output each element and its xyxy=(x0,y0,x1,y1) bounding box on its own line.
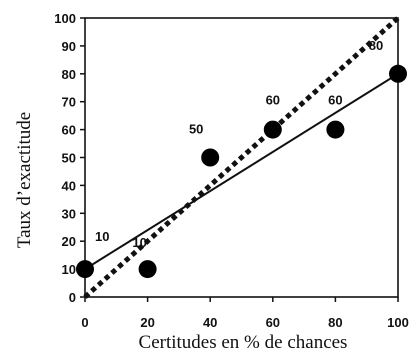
diagonal-dotted-line xyxy=(83,16,400,299)
y-tick-label: 10 xyxy=(62,262,76,277)
y-tick-label: 70 xyxy=(62,95,76,110)
x-tick-label: 60 xyxy=(266,315,280,330)
data-label: 80 xyxy=(369,38,383,53)
data-label: 60 xyxy=(328,93,342,108)
y-tick-label: 100 xyxy=(54,11,76,26)
x-tick-label: 100 xyxy=(387,315,409,330)
data-point xyxy=(138,260,157,279)
x-tick-label: 40 xyxy=(203,315,217,330)
y-tick-label: 90 xyxy=(62,39,76,54)
data-point xyxy=(76,260,94,279)
y-tick-label: 30 xyxy=(62,206,76,221)
x-tick-label: 80 xyxy=(328,315,342,330)
data-label: 10 xyxy=(132,235,146,250)
data-point xyxy=(201,148,220,167)
y-tick-label: 40 xyxy=(62,178,76,193)
data-label: 60 xyxy=(266,93,280,108)
y-tick-label: 20 xyxy=(62,234,76,249)
y-tick-label: 80 xyxy=(62,67,76,82)
x-axis-title: Certitudes en % de chances xyxy=(139,332,348,353)
y-tick-label: 0 xyxy=(69,290,76,305)
y-axis-title: Taux d’exactitude xyxy=(14,112,35,248)
plot-area: 0 10 20 30 40 50 60 70 80 90 100 0 20 40 60 80 100 10 10 50… xyxy=(54,11,409,330)
data-point xyxy=(389,64,407,83)
data-point xyxy=(326,120,345,139)
x-tick-label: 0 xyxy=(81,315,88,330)
x-tick-label: 20 xyxy=(140,315,154,330)
data-label: 10 xyxy=(95,229,109,244)
y-tick-label: 50 xyxy=(62,151,76,166)
trend-line xyxy=(84,72,399,270)
data-label: 50 xyxy=(189,122,203,137)
data-point xyxy=(263,120,282,139)
y-tick-label: 60 xyxy=(62,123,76,138)
